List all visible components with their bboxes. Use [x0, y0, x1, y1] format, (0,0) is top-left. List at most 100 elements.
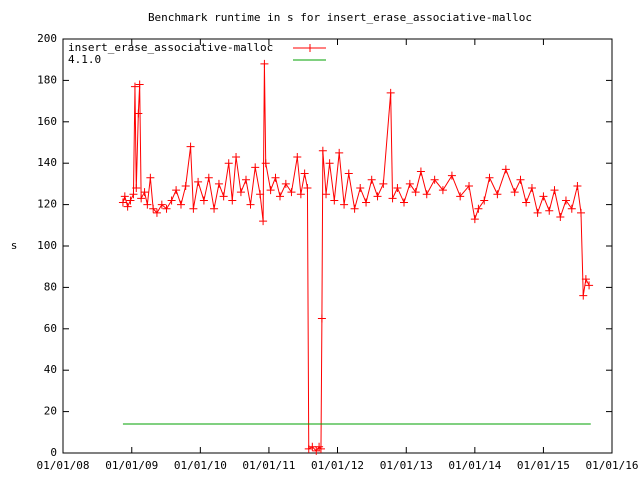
point — [123, 202, 132, 211]
point — [214, 179, 223, 188]
point — [293, 152, 302, 161]
point — [405, 179, 414, 188]
point — [271, 173, 280, 182]
point — [480, 196, 489, 205]
point — [276, 192, 285, 201]
point — [176, 200, 185, 209]
point — [251, 163, 260, 172]
point — [120, 192, 129, 201]
point — [516, 175, 525, 184]
point — [545, 206, 554, 215]
point — [561, 196, 570, 205]
series-line — [122, 63, 590, 452]
point — [228, 196, 237, 205]
point — [465, 181, 474, 190]
chart-title: Benchmark runtime in s for insert_erase_… — [148, 11, 532, 24]
point — [204, 173, 213, 182]
legend-label: 4.1.0 — [68, 53, 101, 66]
point — [400, 198, 409, 207]
plot-frame — [62, 38, 613, 454]
x-tick-label: 01/01/08 — [37, 459, 90, 472]
point — [527, 184, 536, 193]
point — [581, 275, 590, 284]
point — [259, 217, 268, 226]
y-tick-label: 120 — [37, 198, 57, 211]
point — [318, 146, 327, 155]
point — [335, 148, 344, 157]
point — [162, 204, 171, 213]
point — [281, 179, 290, 188]
y-tick-label: 20 — [44, 405, 57, 418]
point — [388, 194, 397, 203]
point — [261, 159, 270, 168]
point — [137, 194, 146, 203]
point — [567, 204, 576, 213]
point — [576, 208, 585, 217]
point — [322, 190, 331, 199]
point — [350, 204, 359, 213]
point — [236, 188, 245, 197]
point — [126, 196, 135, 205]
x-tick-label: 01/01/16 — [586, 459, 639, 472]
point — [539, 192, 548, 201]
point — [367, 175, 376, 184]
point — [438, 186, 447, 195]
y-tick-label: 80 — [44, 280, 57, 293]
x-tick-label: 01/01/13 — [380, 459, 433, 472]
point — [573, 181, 582, 190]
legend-label: insert_erase_associative-malloc — [68, 41, 273, 54]
point — [373, 192, 382, 201]
point — [181, 181, 190, 190]
point — [246, 200, 255, 209]
point — [296, 190, 305, 199]
x-tick-label: 01/01/09 — [105, 459, 158, 472]
y-tick-label: 0 — [50, 446, 57, 459]
y-tick-label: 180 — [37, 73, 57, 86]
point — [256, 190, 265, 199]
point — [386, 88, 395, 97]
point — [416, 167, 425, 176]
point — [132, 184, 141, 193]
point — [522, 198, 531, 207]
point — [393, 184, 402, 193]
point — [118, 198, 127, 207]
point — [130, 82, 139, 91]
point — [470, 215, 479, 224]
point — [304, 444, 313, 453]
point — [167, 196, 176, 205]
point — [485, 173, 494, 182]
point — [325, 159, 334, 168]
point — [303, 184, 312, 193]
y-tick-label: 40 — [44, 363, 57, 376]
y-tick-label: 140 — [37, 156, 57, 169]
point — [129, 190, 138, 199]
point — [501, 165, 510, 174]
point — [317, 314, 326, 323]
point — [186, 142, 195, 151]
y-axis-label: s — [11, 239, 18, 252]
point — [224, 159, 233, 168]
point — [315, 442, 324, 451]
point — [344, 169, 353, 178]
point — [172, 186, 181, 195]
point — [422, 190, 431, 199]
point — [306, 44, 314, 52]
point — [430, 175, 439, 184]
point — [510, 188, 519, 197]
x-tick-label: 01/01/15 — [517, 459, 570, 472]
y-tick-label: 60 — [44, 322, 57, 335]
point — [550, 186, 559, 195]
point — [356, 184, 365, 193]
point — [189, 204, 198, 213]
point — [340, 200, 349, 209]
point — [266, 186, 275, 195]
point — [533, 208, 542, 217]
point — [232, 152, 241, 161]
point — [210, 204, 219, 213]
point — [134, 109, 143, 118]
x-tick-label: 01/01/14 — [448, 459, 501, 472]
point — [287, 188, 296, 197]
y-tick-label: 100 — [37, 239, 57, 252]
point — [579, 291, 588, 300]
